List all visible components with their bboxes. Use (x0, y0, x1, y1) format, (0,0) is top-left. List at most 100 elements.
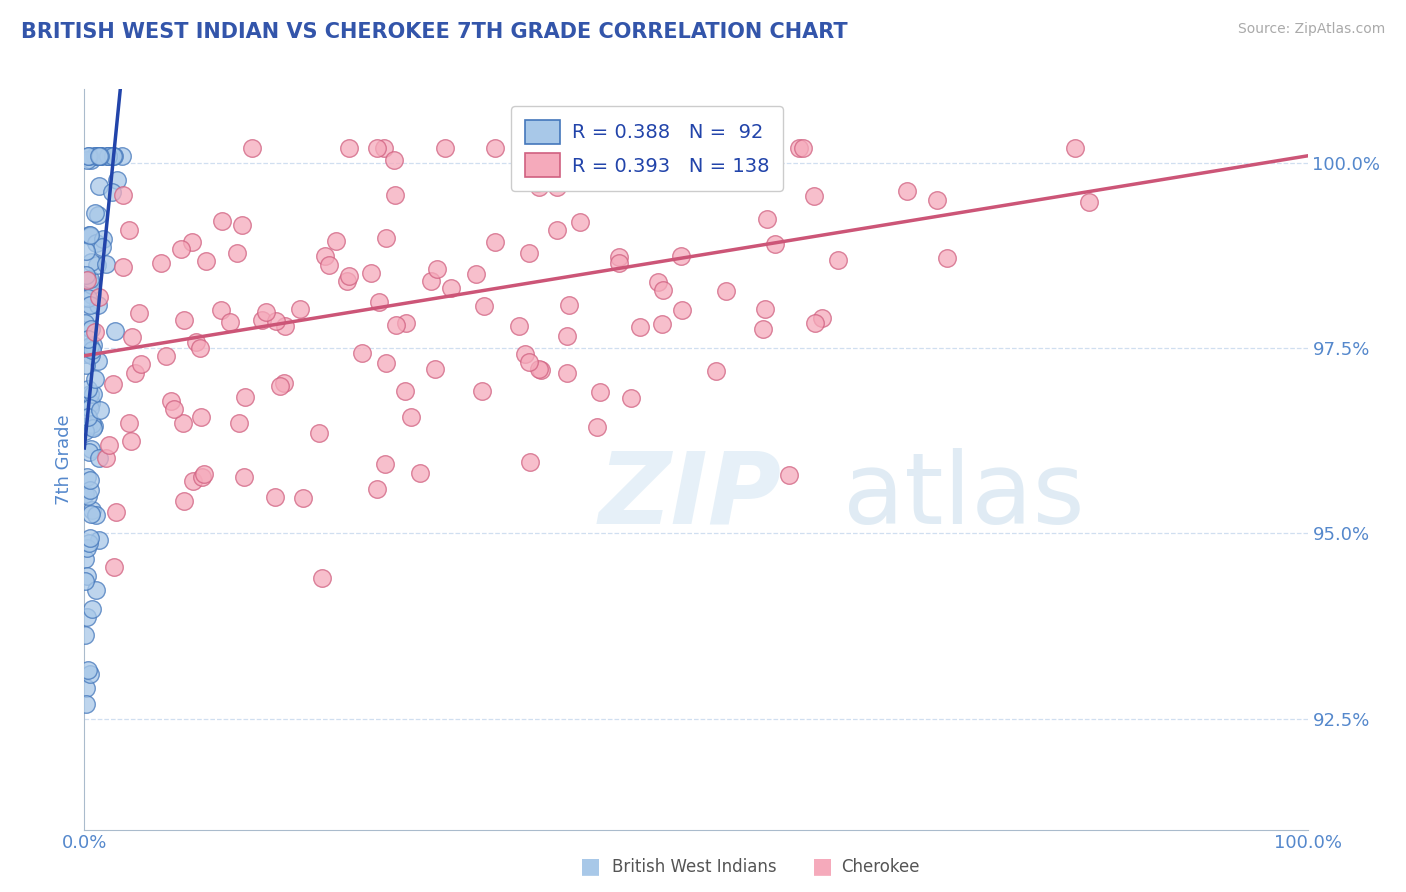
Point (804, 316, 827, 330)
Point (935, 252, 957, 266)
Point (159, 394, 181, 409)
Point (173, 494, 195, 508)
Point (79, 401, 101, 415)
Point (75, 268, 97, 282)
Point (79, 339, 101, 353)
Point (546, 180, 568, 194)
Text: Cherokee: Cherokee (841, 858, 920, 876)
Point (693, 151, 716, 165)
Point (121, 434, 143, 449)
Point (1078, 194, 1101, 209)
Point (754, 301, 776, 316)
Point (568, 215, 591, 229)
Point (131, 357, 153, 371)
Point (89, 149, 111, 163)
Point (124, 366, 146, 380)
Point (568, 162, 591, 177)
Point (97, 149, 120, 163)
Point (77, 663, 100, 677)
Point (83, 418, 105, 433)
Point (464, 267, 486, 281)
Point (87, 149, 110, 163)
Point (401, 410, 423, 425)
Point (117, 222, 139, 236)
Point (118, 417, 141, 431)
Point (75, 358, 97, 372)
Point (337, 141, 360, 155)
Point (787, 141, 810, 155)
Text: ■: ■ (813, 856, 832, 876)
Point (517, 141, 540, 155)
Point (75, 552, 97, 566)
Point (186, 335, 208, 350)
Point (366, 483, 388, 497)
Point (607, 250, 630, 264)
Point (529, 180, 551, 194)
Point (91, 240, 114, 254)
Point (264, 490, 287, 504)
Point (676, 141, 699, 155)
Point (384, 188, 406, 202)
Point (311, 571, 333, 585)
Point (647, 275, 669, 289)
Point (325, 234, 347, 248)
Point (671, 303, 693, 318)
Point (79, 531, 101, 545)
Point (77, 382, 100, 396)
Point (75, 244, 97, 258)
Point (578, 141, 600, 155)
Point (607, 256, 630, 270)
Point (82, 337, 104, 351)
Point (211, 214, 233, 228)
Point (111, 149, 134, 163)
Point (373, 141, 395, 155)
Text: British West Indians: British West Indians (612, 858, 776, 876)
Point (84, 236, 107, 251)
Point (89, 149, 111, 163)
Point (80, 322, 103, 336)
Point (314, 249, 336, 263)
Point (77, 227, 100, 242)
Point (82, 288, 104, 302)
Point (80, 153, 103, 168)
Point (94, 257, 117, 271)
Point (76, 541, 98, 556)
Point (181, 235, 204, 250)
Point (472, 299, 495, 313)
Point (763, 237, 786, 252)
Point (367, 295, 389, 310)
Point (96, 149, 118, 163)
Point (318, 258, 340, 272)
Point (292, 491, 315, 505)
Point (77, 536, 100, 550)
Point (163, 401, 186, 416)
Point (586, 420, 609, 434)
Point (104, 325, 127, 339)
Point (233, 390, 256, 404)
Point (350, 345, 373, 359)
Point (73, 424, 96, 438)
Point (84, 149, 107, 163)
Point (439, 280, 461, 294)
Point (193, 467, 215, 482)
Point (80, 503, 103, 517)
Point (620, 391, 643, 405)
Point (76, 469, 98, 483)
Point (484, 141, 506, 155)
Point (385, 318, 408, 332)
Point (75, 681, 97, 695)
Point (517, 246, 540, 260)
Point (83, 372, 105, 386)
Point (360, 266, 382, 280)
Point (101, 377, 124, 392)
Point (80, 278, 103, 293)
Point (508, 318, 530, 333)
Point (778, 467, 800, 482)
Point (91, 149, 114, 163)
Point (530, 363, 553, 377)
Point (77, 410, 100, 425)
Point (80, 442, 103, 456)
Point (250, 312, 273, 326)
Point (423, 362, 446, 376)
Point (827, 253, 849, 268)
